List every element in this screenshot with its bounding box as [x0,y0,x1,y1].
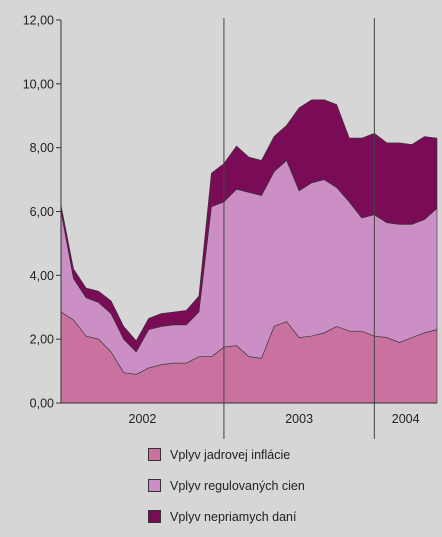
legend: Vplyv jadrovej inflácie Vplyv regulovanýc… [148,444,305,537]
y-tick-label: 6,00 [30,205,54,219]
legend-item: Vplyv jadrovej inflácie [148,444,305,465]
legend-label: Vplyv regulovaných cien [170,478,305,493]
y-tick-label: 0,00 [30,397,54,411]
chart-canvas: 0,00 2,00 4,00 6,00 8,00 10,00 12,00 2002 2003 20… [23,14,438,439]
legend-swatch [148,448,161,461]
x-year-label: 2002 [129,412,157,426]
legend-item: Vplyv regulovaných cien [148,475,305,496]
x-year-label: 2003 [285,412,313,426]
legend-swatch [148,510,161,523]
area-series-3 [60,99,438,353]
y-tick-label: 4,00 [30,269,54,283]
y-tick-label: 2,00 [30,333,54,347]
legend-label: Vplyv nepriamych daní [170,509,297,524]
chart: 0,00 2,00 4,00 6,00 8,00 10,00 12,00 2002 2003 20… [23,14,438,524]
legend-item: Vplyv nepriamych daní [148,506,305,527]
x-year-label: 2004 [392,412,420,426]
y-tick-label: 12,00 [23,14,54,28]
legend-swatch [148,479,161,492]
legend-label: Vplyv jadrovej inflácie [170,447,291,462]
y-tick-label: 8,00 [30,141,54,155]
y-tick-label: 10,00 [23,77,54,91]
